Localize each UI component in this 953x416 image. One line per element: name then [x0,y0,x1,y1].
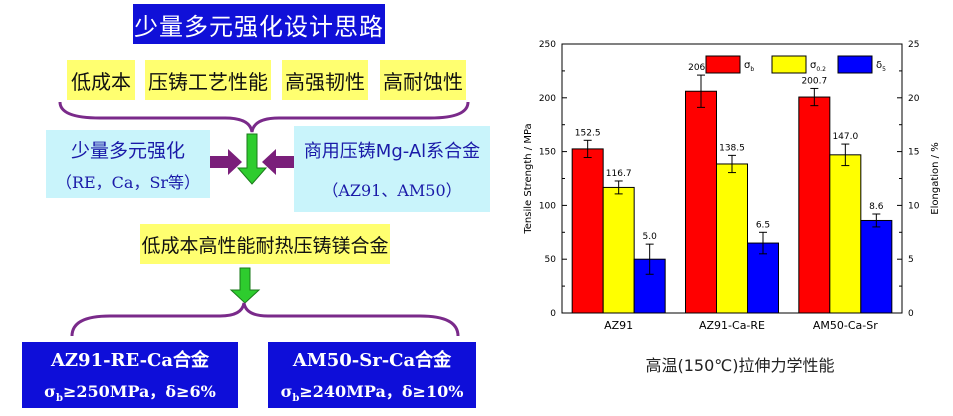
data-label: 200.7 [801,76,827,86]
ytick-left-label: 200 [539,94,556,104]
legend-swatch [837,55,873,74]
target-alloy-box: 低成本高性能耐热压铸镁合金 [140,224,390,264]
bar [716,163,748,314]
result-az91-title: AZ91-RE-Ca合金 [50,349,210,371]
legend-label: δ5 [876,60,886,73]
bar [602,186,635,314]
bar [685,90,717,314]
green-arrow-down-1 [236,133,268,185]
legend-swatch [771,55,807,74]
bar [571,148,604,314]
ytick-left-label: 50 [545,255,557,265]
tag-strength: 高强韧性 [282,60,368,100]
xtick-label: AZ91-Ca-RE [699,319,765,332]
green-arrow-down-2 [229,267,261,304]
data-label: 147.0 [832,132,858,142]
data-label: 8.6 [869,202,884,212]
commercial-alloy-box: 商用压铸Mg-Al系合金 （AZ91、AM50） [294,126,490,212]
bar [798,96,831,314]
tag-low-cost: 低成本 [67,60,135,100]
xtick-label: AZ91 [604,319,633,332]
legend-label: σb [744,60,754,73]
data-label: 5.0 [643,232,658,242]
result-az91-cond: σb≥250MPa，δ≥6% [44,381,216,405]
purple-arrow-right [210,149,242,175]
result-az91: AZ91-RE-Ca合金 σb≥250MPa，δ≥6% [22,342,238,408]
bar [829,154,862,314]
strengthening-box: 少量多元强化 （RE，Ca，Sr等） [46,130,210,198]
chart-bars: 152.5 206.1 200.7 116.7 138.5 147.0 5.0 6.5 8.6 [571,63,893,314]
strengthening-line2: （RE，Ca，Sr等） [55,172,201,192]
ylabel-right: Elongation / % [930,142,941,214]
legend-swatch [705,55,741,74]
data-label: 116.7 [606,169,632,179]
chart-caption: 高温(150℃)拉伸力学性能 [645,356,835,375]
chart-axes: 0 50 100 150 200 250 0 5 10 15 20 25 Tensile Strengt… [523,40,941,332]
ytick-right-label: 25 [908,40,919,50]
result-am50: AM50-Sr-Ca合金 σb≥240MPa，δ≥10% [268,342,476,408]
purple-arrow-left [262,149,294,175]
diagram-title: 少量多元强化设计思路 [133,4,385,44]
ytick-right-label: 15 [908,148,919,158]
ytick-left-label: 250 [539,40,556,50]
result-am50-title: AM50-Sr-Ca合金 [292,349,452,371]
data-label: 206.1 [688,63,714,73]
bar [747,242,779,314]
commercial-line1: 商用压铸Mg-Al系合金 [303,141,481,162]
tag-corrosion: 高耐蚀性 [380,60,466,100]
ytick-right-label: 10 [908,201,920,211]
bar [860,219,893,314]
data-label: 152.5 [575,128,601,138]
data-label: 138.5 [719,143,745,153]
ylabel-left: Tensile Strength / MPa [523,123,534,234]
tag-die-casting: 压铸工艺性能 [145,60,271,100]
chart-legend: σb σ0.2 δ5 [705,55,886,74]
ytick-right-label: 5 [908,255,914,265]
upper-brace [58,101,470,133]
ytick-left-label: 100 [539,201,556,211]
ytick-right-label: 20 [908,94,920,104]
strengthening-line1: 少量多元强化 [70,139,185,162]
xtick-label: AM50-Ca-Sr [813,319,878,332]
legend-label: σ0.2 [810,60,826,73]
ytick-left-label: 150 [539,148,556,158]
result-am50-cond: σb≥240MPa，δ≥10% [280,381,464,405]
commercial-line2: （AZ91、AM50） [322,181,462,200]
diagram-connectors [58,101,470,337]
ytick-left-label: 0 [550,309,556,319]
lower-brace [70,302,460,337]
ytick-right-label: 0 [908,309,914,319]
data-label: 6.5 [756,220,770,230]
